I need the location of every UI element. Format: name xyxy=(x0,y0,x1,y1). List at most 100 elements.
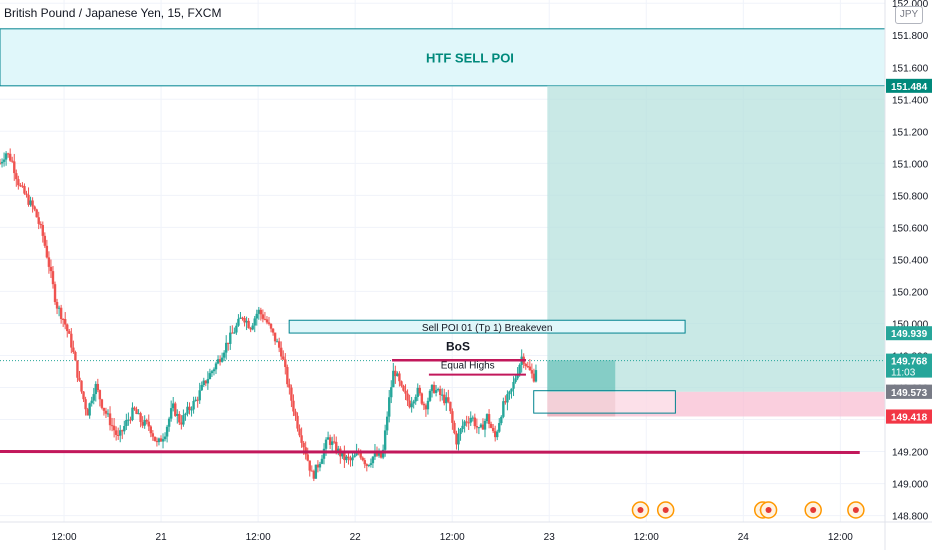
candle-up xyxy=(176,413,179,416)
candle-down xyxy=(347,456,350,459)
candle-down xyxy=(493,431,497,438)
price-label: 149.418 xyxy=(891,413,928,424)
candle-down xyxy=(487,414,491,424)
candle-down xyxy=(51,271,55,285)
candle-down xyxy=(112,425,116,431)
y-tick-label: 151.600 xyxy=(892,63,929,74)
candle-up xyxy=(369,463,373,465)
y-tick-label: 151.000 xyxy=(892,159,929,170)
candle-up xyxy=(496,431,499,438)
candle-up xyxy=(426,400,430,410)
x-tick-label: 12:00 xyxy=(634,532,659,543)
candle-down xyxy=(155,441,159,443)
candle-up xyxy=(445,397,448,404)
candle-up xyxy=(167,418,171,427)
candle-down xyxy=(402,385,405,391)
candle-up xyxy=(518,364,521,375)
candle-down xyxy=(249,328,252,330)
candle-down xyxy=(269,323,273,329)
candle-up xyxy=(390,387,393,398)
candle-down xyxy=(98,390,102,400)
candle-down xyxy=(70,333,73,348)
x-tick-label: 12:00 xyxy=(440,532,465,543)
candle-up xyxy=(235,325,238,333)
price-label-bg xyxy=(886,326,932,341)
candle-down xyxy=(298,428,301,436)
candle-down xyxy=(139,413,142,423)
entry-box xyxy=(533,390,676,414)
price-label-countdown: 11:03 xyxy=(891,368,916,379)
candle-up xyxy=(212,369,216,372)
candle-up xyxy=(245,320,248,323)
candle-down xyxy=(174,403,177,416)
y-tick-label: 152.000 xyxy=(892,0,929,10)
candle-down xyxy=(438,388,442,396)
candle-down xyxy=(375,451,379,456)
x-tick-label: 24 xyxy=(738,532,750,543)
candle-down xyxy=(0,163,2,165)
candle-up xyxy=(198,390,201,401)
candle-up xyxy=(324,439,328,449)
candle-up xyxy=(214,363,218,370)
candle-down xyxy=(61,318,65,320)
candle-down xyxy=(178,413,181,423)
candle-down xyxy=(243,318,246,323)
candle-down xyxy=(151,433,155,437)
candle-down xyxy=(400,381,403,386)
candle-down xyxy=(133,407,136,410)
symbol-title[interactable]: British Pound / Japanese Yen, 15, FXCM xyxy=(4,6,222,20)
candle-up xyxy=(163,436,167,440)
x-tick-label: 22 xyxy=(350,532,362,543)
candle-down xyxy=(316,464,320,468)
candle-down xyxy=(418,387,421,394)
candle-down xyxy=(335,441,338,453)
y-tick-label: 149.200 xyxy=(892,448,929,459)
candle-down xyxy=(310,470,313,472)
price-label-bg xyxy=(886,409,932,424)
candle-down xyxy=(343,452,346,461)
candle-up xyxy=(161,439,165,442)
candle-up xyxy=(4,153,8,160)
candle-up xyxy=(330,441,334,445)
candle-down xyxy=(147,421,150,427)
candle-down xyxy=(227,342,230,344)
candle-up xyxy=(172,403,175,409)
candle-up xyxy=(412,401,415,404)
currency-badge[interactable]: JPY xyxy=(895,6,923,24)
candle-up xyxy=(396,373,399,377)
support-line xyxy=(0,450,860,455)
candle-down xyxy=(398,373,401,382)
candle-down xyxy=(116,434,120,436)
candle-down xyxy=(84,399,87,410)
candle-down xyxy=(261,314,265,319)
candle-down xyxy=(180,422,183,425)
sell-poi-01-label: Sell POI 01 (Tp 1) Breakeven xyxy=(422,323,553,334)
candle-up xyxy=(137,413,140,415)
candle-down xyxy=(363,460,366,465)
candle-up xyxy=(485,414,489,422)
candle-up xyxy=(410,403,413,408)
candle-down xyxy=(110,425,114,427)
candle-up xyxy=(500,416,503,424)
candle-down xyxy=(451,411,454,423)
candle-down xyxy=(74,352,77,361)
candle-up xyxy=(0,161,4,164)
candle-down xyxy=(290,387,293,401)
candle-down xyxy=(159,438,163,442)
candle-up xyxy=(461,425,464,430)
candle-up xyxy=(222,352,226,358)
candle-up xyxy=(351,457,354,461)
y-tick-label: 148.800 xyxy=(892,512,929,523)
candle-up xyxy=(377,452,381,456)
candle-up xyxy=(143,420,146,426)
candle-down xyxy=(294,411,297,416)
candle-down xyxy=(72,347,75,353)
candle-up xyxy=(90,400,93,404)
candle-up xyxy=(469,417,472,423)
candle-down xyxy=(135,409,138,414)
candle-up xyxy=(169,408,173,419)
x-tick-label: 21 xyxy=(156,532,168,543)
candle-down xyxy=(121,430,124,432)
y-tick-label: 150.800 xyxy=(892,191,929,202)
